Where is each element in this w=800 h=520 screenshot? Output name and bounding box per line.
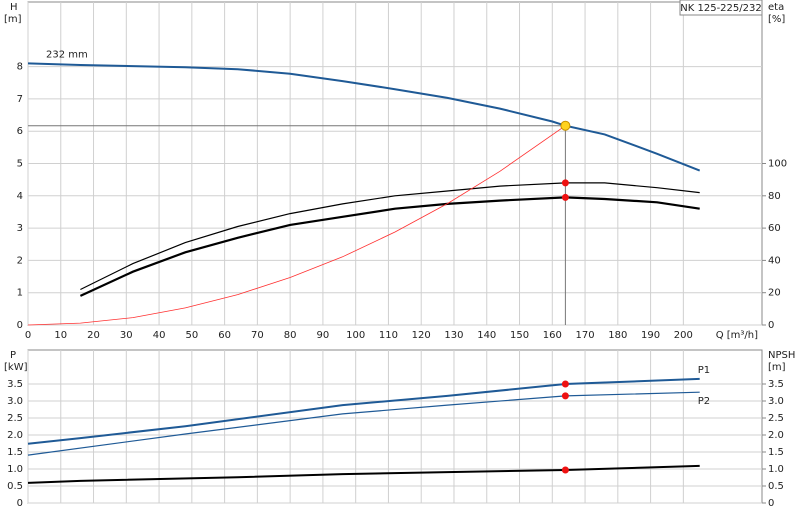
chart-title: NK 125-225/232 <box>680 3 761 14</box>
y-axis-label: P <box>10 350 16 361</box>
x-tick-label: 170 <box>576 330 595 341</box>
series-line <box>27 464 700 484</box>
duty-dot <box>561 466 569 474</box>
y2-axis-unit: [%] <box>768 14 785 25</box>
series-line <box>27 391 700 456</box>
y-tick-label: 2.5 <box>7 413 23 424</box>
duty-dot <box>561 193 569 201</box>
y2-tick-label: 1.5 <box>768 447 784 458</box>
x-tick-label: 20 <box>87 330 100 341</box>
x-tick-label: 60 <box>218 330 231 341</box>
y2-tick-label: 3.5 <box>768 379 784 390</box>
y2-tick-label: 40 <box>768 255 781 266</box>
x-tick-label: 200 <box>674 330 693 341</box>
curve-annotation: 232 mm <box>46 49 88 60</box>
y2-tick-label: 2.0 <box>768 430 784 441</box>
x-tick-label: 70 <box>251 330 264 341</box>
y-axis-unit: [kW] <box>4 362 28 373</box>
x-tick-label: 180 <box>608 330 627 341</box>
x-tick-label: 90 <box>317 330 330 341</box>
duty-dot <box>561 179 569 187</box>
series-line <box>27 62 701 172</box>
y-tick-label: 0 <box>17 320 23 331</box>
x-tick-label: 150 <box>510 330 529 341</box>
x-tick-label: 160 <box>543 330 562 341</box>
y2-tick-label: 20 <box>768 288 781 299</box>
x-tick-label: 80 <box>284 330 297 341</box>
y2-axis-label: eta <box>768 2 784 13</box>
y-tick-label: 1 <box>17 288 23 299</box>
y-tick-label: 2.0 <box>7 430 23 441</box>
y-tick-label: 1.5 <box>7 447 23 458</box>
y-tick-label: 2 <box>17 255 23 266</box>
x-tick-label: 100 <box>346 330 365 341</box>
x-tick-label: 190 <box>641 330 660 341</box>
series-label: P1 <box>698 365 710 376</box>
duty-dot <box>561 392 569 400</box>
y-tick-label: 4 <box>17 191 23 202</box>
y2-axis-label: NPSH <box>768 350 795 361</box>
x-tick-label: 130 <box>444 330 463 341</box>
y2-tick-label: 0.5 <box>768 481 784 492</box>
duty-dot <box>561 380 569 388</box>
x-tick-label: 140 <box>477 330 496 341</box>
y-tick-label: 1.0 <box>7 464 23 475</box>
x-tick-label: 40 <box>153 330 166 341</box>
y2-axis-unit: [m] <box>768 362 786 373</box>
y-tick-label: 3.5 <box>7 379 23 390</box>
x-tick-label: 30 <box>120 330 133 341</box>
series-line <box>79 196 700 297</box>
duty-point <box>560 120 571 131</box>
y-tick-label: 6 <box>17 126 23 137</box>
series-line <box>80 182 700 291</box>
x-axis-label: Q [m³/h] <box>716 330 758 341</box>
y2-tick-label: 0 <box>768 498 774 509</box>
y-tick-label: 8 <box>17 62 23 73</box>
y-axis-label: H <box>10 2 18 13</box>
title-box <box>679 0 763 16</box>
y-tick-label: 7 <box>17 94 23 105</box>
y-axis-unit: [m] <box>4 14 22 25</box>
y-tick-label: 5 <box>17 159 23 170</box>
x-tick-label: 110 <box>379 330 398 341</box>
x-tick-label: 10 <box>54 330 67 341</box>
y2-tick-label: 80 <box>768 191 781 202</box>
x-tick-label: 0 <box>25 330 31 341</box>
y-tick-label: 0.5 <box>7 481 23 492</box>
series-line <box>27 377 700 445</box>
y-tick-label: 0 <box>17 498 23 509</box>
x-tick-label: 120 <box>412 330 431 341</box>
y2-tick-label: 1.0 <box>768 464 784 475</box>
y2-tick-label: 0 <box>768 320 774 331</box>
y2-tick-label: 60 <box>768 223 781 234</box>
x-tick-label: 50 <box>185 330 198 341</box>
y-tick-label: 3.0 <box>7 396 23 407</box>
y2-tick-label: 2.5 <box>768 413 784 424</box>
y2-tick-label: 3.0 <box>768 396 784 407</box>
y2-tick-label: 100 <box>768 159 787 170</box>
series-label: P2 <box>698 396 710 407</box>
series-line <box>27 125 566 326</box>
y-tick-label: 3 <box>17 223 23 234</box>
